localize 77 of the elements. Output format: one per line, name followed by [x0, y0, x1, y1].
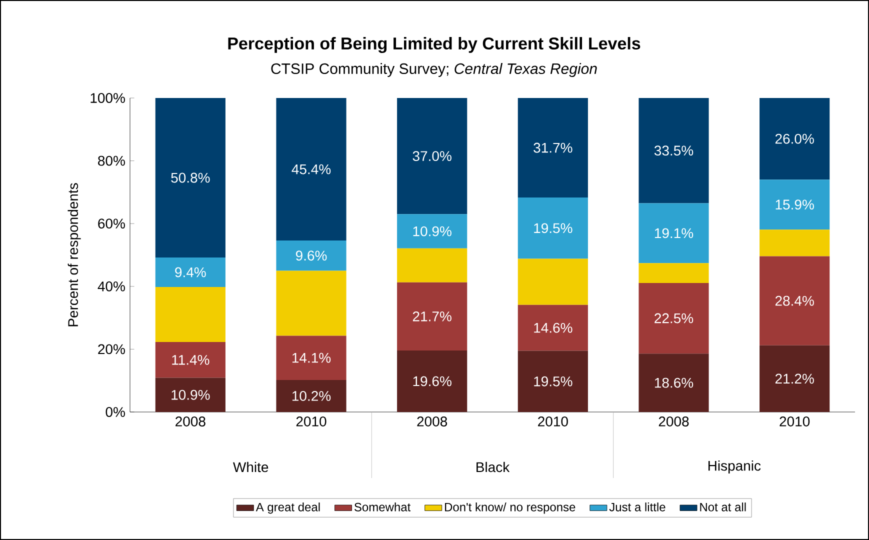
x-tick-label: 2010	[296, 416, 326, 426]
data-label: 18.6%	[654, 378, 694, 388]
bar	[760, 230, 830, 256]
legend-label: Not at all	[700, 502, 746, 512]
data-label: 19.5%	[534, 376, 572, 386]
bar	[155, 378, 226, 412]
bar	[155, 98, 226, 258]
legend-label: A great deal	[256, 502, 320, 514]
bar	[397, 350, 468, 412]
x-tick-label: 2008	[658, 416, 689, 426]
data-label: 28.4%	[775, 296, 814, 306]
bar	[638, 203, 709, 264]
bar	[397, 282, 468, 350]
bar	[760, 345, 830, 412]
bar	[760, 180, 830, 230]
x-tick-label: 2008	[417, 416, 448, 426]
data-label: 45.4%	[292, 164, 331, 174]
bar	[155, 258, 226, 288]
data-label: 9.6%	[296, 250, 327, 261]
y-tick-label: 80%	[98, 156, 125, 166]
x-tick-label: 2010	[780, 416, 810, 426]
data-label: 14.1%	[292, 352, 331, 363]
data-label: 10.9%	[172, 390, 210, 400]
bar	[397, 98, 468, 214]
data-label: 22.5%	[654, 313, 694, 324]
bar	[760, 256, 830, 346]
data-label: 19.5%	[534, 223, 572, 234]
bar	[397, 214, 468, 248]
data-label: 21.7%	[412, 311, 452, 322]
data-label: 33.5%	[654, 146, 694, 156]
data-label: 31.7%	[534, 142, 572, 153]
legend-label: Don't know/ no response	[445, 502, 576, 514]
bar	[276, 336, 346, 380]
y-tick-label: 40%	[98, 281, 125, 292]
bar	[397, 248, 468, 282]
bar	[518, 350, 588, 412]
data-label: 14.6%	[534, 322, 572, 333]
text: Hispanic	[708, 460, 761, 474]
legend-label: Just a little	[609, 502, 666, 512]
text: White	[233, 462, 268, 472]
data-label: 15.9%	[776, 200, 814, 210]
y-tick-label: 100%	[90, 93, 125, 103]
bar	[276, 270, 346, 336]
bar	[518, 198, 588, 259]
data-label: 37.0%	[412, 151, 452, 162]
bar	[276, 240, 346, 271]
bar	[638, 354, 709, 412]
legend-label: Somewhat	[354, 502, 411, 512]
bar	[155, 342, 226, 378]
bar	[276, 380, 346, 412]
x-tick-label: 2008	[176, 416, 206, 426]
bar	[518, 304, 588, 351]
bar	[276, 98, 346, 241]
y-axis-title: Percent of respondents	[68, 183, 81, 326]
data-label: 50.8%	[171, 172, 210, 183]
bar	[638, 263, 709, 283]
y-tick-label: 60%	[98, 218, 125, 229]
bar	[155, 287, 226, 342]
chart-title: Perception of Being Limited by Current Skill Levels	[228, 37, 640, 53]
data-label: 21.2%	[775, 374, 814, 384]
data-label: 26.0%	[775, 134, 814, 144]
data-label: 10.9%	[413, 226, 452, 236]
bar	[518, 98, 588, 198]
bar	[518, 258, 588, 305]
y-tick-label: 20%	[98, 344, 125, 354]
bar	[638, 282, 709, 354]
data-label: 11.4%	[172, 354, 210, 365]
bar	[760, 98, 830, 180]
y-tick-label: 0%	[106, 407, 125, 417]
bar	[638, 98, 709, 204]
x-tick-label: 2010	[538, 416, 568, 426]
data-label: 19.1%	[654, 228, 694, 238]
data-label: 10.2%	[292, 391, 331, 401]
data-label: 9.4%	[175, 267, 206, 278]
chart-subtitle: CTSIP Community Survey; Central Texas Region	[271, 62, 597, 77]
data-label: 19.6%	[413, 376, 452, 386]
text: Black	[476, 462, 510, 472]
